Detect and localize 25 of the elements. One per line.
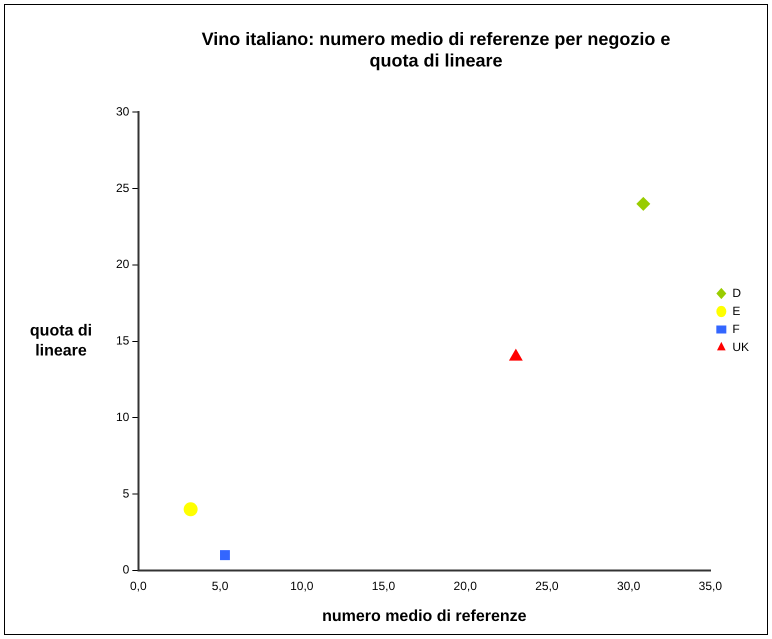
x-tick-label: 10,0	[290, 578, 314, 593]
x-tick-label: 20,0	[454, 578, 478, 593]
legend-label: UK	[732, 340, 749, 354]
y-axis-title: quota di lineare	[30, 322, 92, 360]
x-tick-label: 5,0	[212, 578, 229, 593]
x-tick-label: 35,0	[698, 578, 722, 593]
point	[184, 502, 198, 516]
legend-label: D	[732, 286, 742, 300]
y-tick-label: 10	[116, 410, 130, 424]
y-tick-label: 25	[116, 180, 130, 195]
x-tick-label: 30,0	[616, 578, 641, 593]
y-tick-label: 0	[122, 562, 130, 577]
y-tick-label: 15	[116, 334, 130, 348]
point	[636, 196, 650, 211]
legend-label: E	[732, 304, 740, 318]
y-tick-label: 30	[116, 104, 130, 119]
y-tick-label: 20	[116, 257, 130, 272]
x-tick-label: 0,0	[130, 578, 148, 593]
legend-label: F	[732, 322, 740, 336]
x-tick-label: 25,0	[535, 578, 559, 593]
x-tick-label: 15,0	[372, 578, 396, 593]
chart-title: Vino italiano: numero medio di referenze per negozio e quota di lineare	[202, 28, 670, 70]
x-axis-title: numero medio di referenze	[322, 608, 527, 625]
point	[220, 550, 230, 560]
y-tick-label: 5	[122, 486, 130, 500]
